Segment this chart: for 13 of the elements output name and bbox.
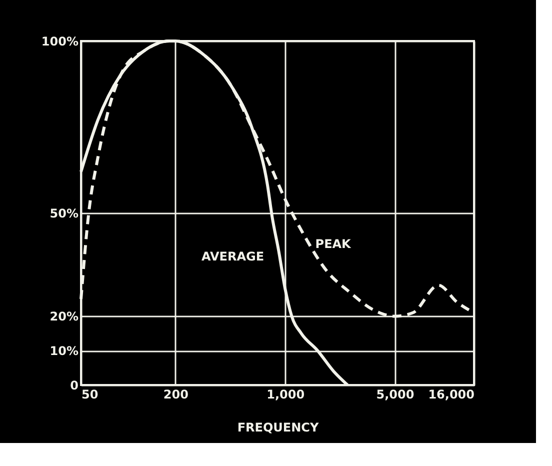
series-label: PEAK [315,237,352,252]
x-tick-label: 16,000 [428,388,474,402]
x-tick-label: 1,000 [266,388,305,402]
y-tick-label: 50% [50,206,78,220]
y-tick-label: 0 [70,378,78,392]
x-tick-label: 200 [163,388,188,402]
x-axis-title: FREQUENCY [237,420,319,434]
y-tick-label: 100% [41,34,78,48]
x-tick-label: 50 [82,388,98,402]
x-tick-label: 5,000 [376,388,414,402]
y-tick-label: 10% [50,344,78,358]
series-label: AVERAGE [202,249,264,264]
y-tick-label: 20% [50,310,78,324]
